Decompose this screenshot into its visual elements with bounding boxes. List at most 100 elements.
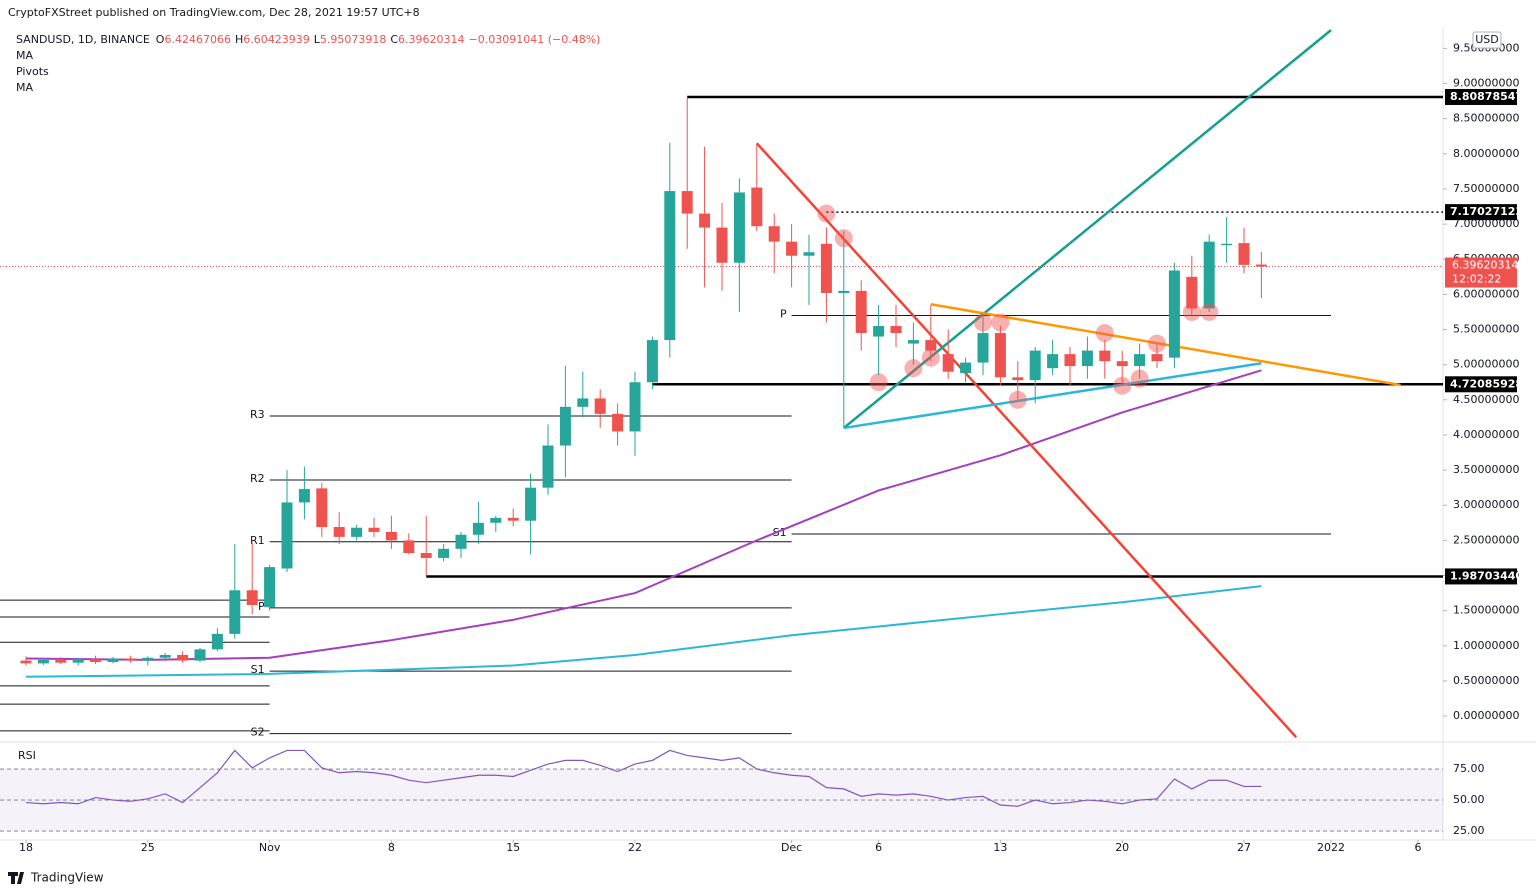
legend: SANDUSD, 1D, BINANCE O6.42467066 H6.604239…	[16, 32, 604, 96]
countdown: 12:02:22	[1452, 273, 1501, 286]
marker	[921, 348, 940, 367]
candle-body	[107, 658, 119, 662]
y-tick-label: 4.50000000	[1453, 393, 1519, 406]
x-tick-label: Nov	[259, 841, 281, 854]
trendline	[843, 29, 1332, 429]
ohlc-value: 6.42467066	[164, 33, 231, 46]
candle-body	[1221, 243, 1233, 246]
y-tick-label: 8.50000000	[1453, 112, 1519, 125]
brand: TradingView	[30, 871, 104, 885]
moving-average	[25, 369, 1262, 661]
candle-body	[1047, 354, 1059, 369]
candle-body	[855, 290, 867, 334]
y-tick-label: 5.00000000	[1453, 358, 1519, 371]
pivot-label: S1	[251, 663, 265, 676]
candle-body	[907, 340, 919, 344]
candle-body	[733, 192, 745, 263]
x-tick-label: Dec	[781, 841, 802, 854]
marker	[834, 229, 853, 248]
candle-body	[507, 517, 519, 521]
trendline	[755, 142, 1298, 739]
y-tick-label: 4.00000000	[1453, 428, 1519, 441]
candle-body	[838, 290, 850, 293]
candle-body	[142, 657, 154, 661]
candle-body	[786, 241, 798, 256]
rsi-tick-label: 75.00	[1453, 762, 1485, 775]
candle-body	[699, 213, 711, 228]
indicator: MA	[16, 81, 34, 94]
candle-body	[420, 553, 432, 558]
x-tick-label: 8	[388, 841, 395, 854]
indicator: MA	[16, 49, 34, 62]
candle-body	[1168, 270, 1180, 358]
candle-body	[942, 354, 954, 372]
y-tick-label: 8.00000000	[1453, 147, 1519, 160]
candle-body	[1134, 354, 1146, 367]
x-tick-label: 18	[19, 841, 33, 854]
candle-body	[594, 398, 606, 414]
rsi-line	[25, 749, 1262, 807]
y-tick-label: 1.00000000	[1453, 639, 1519, 652]
candle-body	[264, 567, 276, 608]
candle-body	[211, 633, 223, 650]
candle-body	[194, 649, 206, 661]
y-tick-label: 2.50000000	[1453, 533, 1519, 546]
candle-body	[490, 517, 502, 523]
candle-body	[542, 445, 554, 488]
pivot-label: S2	[251, 726, 265, 739]
level-label-box	[1445, 204, 1517, 221]
candle-body	[403, 540, 415, 554]
y-tick-label: 6.00000000	[1453, 287, 1519, 300]
candle-body	[1081, 350, 1093, 367]
marker	[1008, 390, 1027, 409]
y-tick-label: 3.00000000	[1453, 498, 1519, 511]
candle-body	[751, 187, 763, 227]
ohlc-label: H	[234, 33, 244, 46]
x-tick-label: 15	[506, 841, 520, 854]
ohlc-label: L	[313, 33, 320, 46]
y-tick-label: 1.50000000	[1453, 604, 1519, 617]
y-tick-label: 5.50000000	[1453, 323, 1519, 336]
x-tick-label: 6	[1415, 841, 1422, 854]
candle-body	[37, 659, 49, 664]
current-price: 6.39620314	[1452, 259, 1518, 272]
candle-body	[438, 548, 450, 558]
y-tick-label: 3.50000000	[1453, 463, 1519, 476]
candle-body	[1186, 276, 1198, 309]
marker	[974, 313, 992, 332]
candle-body	[281, 502, 293, 569]
rsi-tick-label: 50.00	[1453, 793, 1485, 806]
marker	[1200, 302, 1219, 321]
rsi-tick-label: 25.00	[1453, 824, 1485, 837]
trendline	[843, 362, 1262, 430]
pivot-label: R3	[250, 408, 265, 421]
candle-body	[90, 659, 102, 662]
trendline	[930, 302, 1401, 387]
candle-body	[1116, 361, 1128, 367]
candle-body	[385, 531, 397, 541]
x-tick-label: 2022	[1317, 841, 1345, 854]
x-tick-label: 25	[141, 841, 155, 854]
y-tick-label: 7.00000000	[1453, 217, 1519, 230]
legend-line: SANDUSD, 1D, BINANCE O6.42467066 H6.604239…	[16, 32, 604, 48]
rsi-pane	[0, 749, 1443, 832]
candle-body	[664, 191, 676, 341]
y-tick-label: 0.00000000	[1453, 709, 1519, 722]
level-label-box	[1445, 376, 1517, 393]
candle-body	[1203, 241, 1215, 309]
marker	[817, 204, 836, 223]
ohlc-value: 6.39620314	[398, 33, 465, 46]
brand-logo	[8, 872, 24, 884]
candle-body	[681, 191, 693, 214]
candle-body	[1099, 350, 1111, 362]
ohlc-label: C	[390, 33, 399, 46]
ohlc-label: O	[155, 33, 165, 46]
candle-body	[1238, 243, 1250, 265]
candle-body	[525, 487, 537, 521]
pivot-label: R1	[250, 534, 265, 547]
pivot-label: P	[780, 307, 787, 320]
ohlc-value: 5.95073918	[319, 33, 387, 46]
level-label-box	[1445, 568, 1517, 585]
